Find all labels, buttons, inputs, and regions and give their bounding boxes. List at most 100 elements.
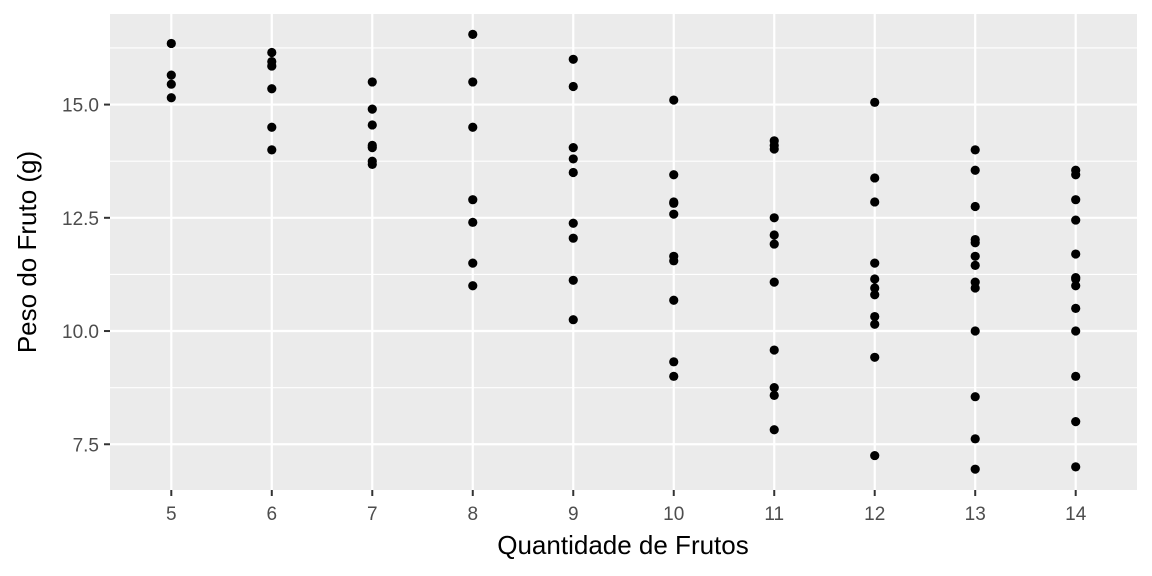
data-point	[1071, 195, 1081, 205]
data-point	[367, 104, 377, 114]
data-point	[870, 197, 880, 207]
data-point	[1071, 281, 1081, 291]
plot-panel	[110, 14, 1137, 490]
x-tick-label: 12	[864, 504, 885, 525]
data-point	[669, 371, 679, 381]
data-point	[870, 319, 880, 329]
data-point	[568, 315, 578, 325]
data-point	[568, 154, 578, 164]
data-point	[568, 143, 578, 153]
data-point	[769, 390, 779, 400]
data-point	[1071, 303, 1081, 313]
data-point	[468, 217, 478, 227]
data-point	[1071, 417, 1081, 427]
data-point	[669, 357, 679, 367]
data-point	[1071, 170, 1081, 180]
x-axis-title: Quantidade de Frutos	[497, 530, 749, 560]
x-tick-label: 13	[965, 504, 986, 525]
x-tick-label: 11	[764, 504, 784, 525]
data-point	[669, 95, 679, 105]
data-point	[468, 77, 478, 87]
minor-gridlines	[110, 47, 1137, 389]
data-point	[367, 143, 377, 153]
y-axis-ticks: 7.5 10.0 12.5 15.0	[62, 96, 110, 456]
data-point	[669, 198, 679, 208]
data-point	[769, 383, 779, 393]
data-point	[970, 145, 980, 155]
data-point	[166, 38, 176, 49]
y-tick-label: 7.5	[73, 435, 99, 456]
data-point	[769, 213, 779, 223]
data-point	[267, 145, 277, 155]
x-tick-label: 5	[166, 504, 177, 525]
data-point	[769, 345, 779, 355]
x-axis-ticks: 5 6 7 8 9 10 11 12 13 14	[166, 490, 1087, 525]
data-point	[568, 54, 578, 64]
data-point	[468, 122, 478, 132]
data-point	[970, 251, 980, 261]
data-point	[870, 97, 880, 107]
x-tick-label: 7	[367, 504, 378, 525]
data-point	[870, 274, 880, 284]
data-point	[769, 144, 779, 154]
x-tick-label: 8	[467, 504, 478, 525]
data-point	[669, 170, 679, 180]
data-point	[669, 295, 679, 305]
data-point	[769, 277, 779, 287]
data-point	[166, 70, 176, 80]
data-point	[870, 352, 880, 362]
data-point	[970, 326, 980, 336]
data-point	[166, 93, 176, 103]
data-point	[769, 230, 779, 240]
data-point	[468, 195, 478, 205]
data-point	[870, 258, 880, 268]
data-point	[367, 159, 377, 169]
data-point	[367, 120, 377, 130]
data-point	[970, 260, 980, 270]
data-point	[970, 434, 980, 444]
data-point	[267, 47, 277, 58]
data-point	[568, 81, 578, 92]
data-point	[1071, 462, 1081, 472]
data-point	[568, 167, 578, 178]
data-point	[970, 238, 980, 248]
data-point	[267, 84, 277, 94]
data-point	[970, 464, 980, 474]
data-point	[970, 392, 980, 402]
data-point	[870, 290, 880, 300]
data-point	[166, 79, 176, 89]
x-tick-label: 9	[568, 504, 579, 525]
data-point	[1071, 274, 1081, 284]
y-axis-title: Peso do Fruto (g)	[12, 151, 42, 353]
data-point	[769, 425, 779, 435]
data-point	[870, 283, 880, 293]
data-point	[870, 311, 880, 322]
data-point	[870, 173, 880, 183]
data-point	[970, 201, 980, 212]
data-point	[1071, 215, 1081, 225]
data-point	[970, 165, 980, 175]
data-point	[568, 218, 578, 228]
y-tick-label: 12.5	[62, 209, 99, 230]
data-point	[970, 283, 980, 293]
data-point	[568, 233, 578, 243]
data-point	[1071, 326, 1081, 336]
x-tick-label: 6	[266, 504, 277, 525]
data-points	[166, 29, 1081, 474]
data-point	[769, 239, 779, 249]
y-tick-label: 15.0	[62, 96, 99, 117]
data-point	[468, 29, 478, 39]
data-point	[468, 281, 478, 291]
y-tick-label: 10.0	[62, 322, 99, 343]
data-point	[870, 450, 880, 461]
data-point	[1071, 371, 1081, 381]
data-point	[1071, 249, 1081, 259]
x-tick-label: 14	[1065, 504, 1087, 525]
data-point	[367, 77, 377, 87]
data-point	[267, 122, 277, 132]
x-tick-label: 10	[663, 504, 684, 525]
data-point	[669, 256, 679, 266]
data-point	[267, 61, 277, 71]
data-point	[468, 258, 478, 268]
